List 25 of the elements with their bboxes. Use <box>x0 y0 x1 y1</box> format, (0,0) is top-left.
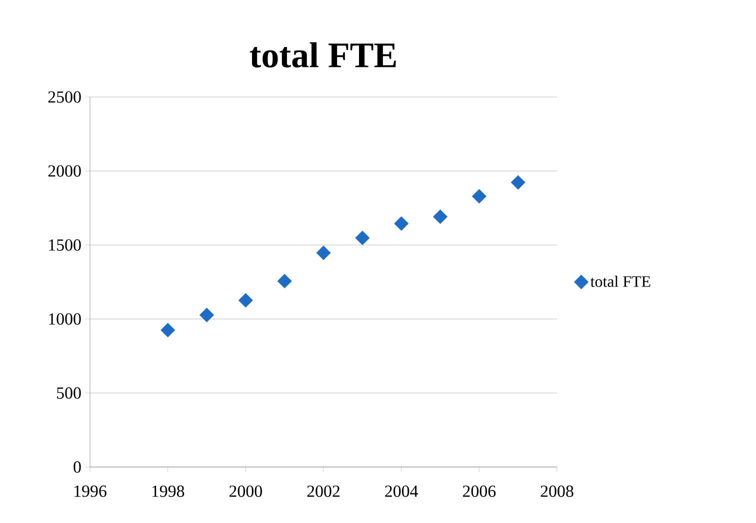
point <box>277 274 292 288</box>
y-tick-label: 2000 <box>48 165 81 177</box>
x-tick-label: 2004 <box>385 486 418 497</box>
y-tick-label: 2500 <box>48 91 81 103</box>
point <box>316 246 331 260</box>
point <box>472 189 486 204</box>
x-tick-label: 2000 <box>229 486 262 497</box>
point <box>199 308 214 322</box>
x-tick-label: 2006 <box>462 486 496 497</box>
y-tick-label: 0 <box>74 461 81 473</box>
point <box>510 175 526 190</box>
x-tick-label: 2002 <box>307 486 340 497</box>
legend-label: total FTE <box>590 276 650 287</box>
point <box>238 293 253 308</box>
point <box>160 322 176 338</box>
point <box>394 216 409 231</box>
x-tick-label: 1996 <box>74 486 106 497</box>
x-tick-label: 1998 <box>152 486 184 497</box>
y-tick-label: 500 <box>57 387 81 399</box>
x-tick-label: 2008 <box>540 486 574 497</box>
y-tick-label: 1500 <box>49 239 81 251</box>
point <box>432 209 448 224</box>
y-tick-label: 1000 <box>49 313 81 325</box>
point <box>355 230 370 246</box>
chart-title: total FTE <box>250 42 396 68</box>
